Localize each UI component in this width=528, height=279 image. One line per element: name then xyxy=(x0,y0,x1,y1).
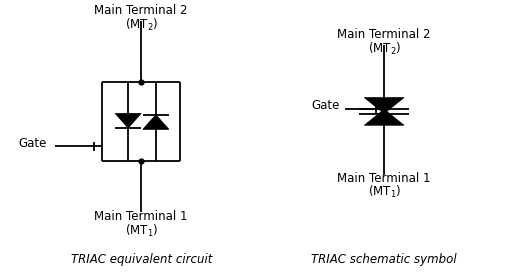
Text: Main Terminal 1: Main Terminal 1 xyxy=(337,172,431,184)
Text: (MT$_2$): (MT$_2$) xyxy=(367,41,401,57)
Text: (MT$_1$): (MT$_1$) xyxy=(367,184,401,201)
Text: Gate: Gate xyxy=(19,137,47,150)
Polygon shape xyxy=(364,98,404,114)
Text: (MT$_2$): (MT$_2$) xyxy=(125,17,158,33)
Polygon shape xyxy=(143,115,169,129)
Text: (MT$_1$): (MT$_1$) xyxy=(125,223,158,239)
Text: Gate: Gate xyxy=(312,99,340,112)
Text: Main Terminal 1: Main Terminal 1 xyxy=(95,210,188,223)
Text: TRIAC equivalent circuit: TRIAC equivalent circuit xyxy=(71,252,212,266)
Text: Main Terminal 2: Main Terminal 2 xyxy=(95,4,188,17)
Text: Main Terminal 2: Main Terminal 2 xyxy=(337,28,431,41)
Polygon shape xyxy=(115,113,141,128)
Polygon shape xyxy=(364,109,404,125)
Text: TRIAC schematic symbol: TRIAC schematic symbol xyxy=(312,252,457,266)
